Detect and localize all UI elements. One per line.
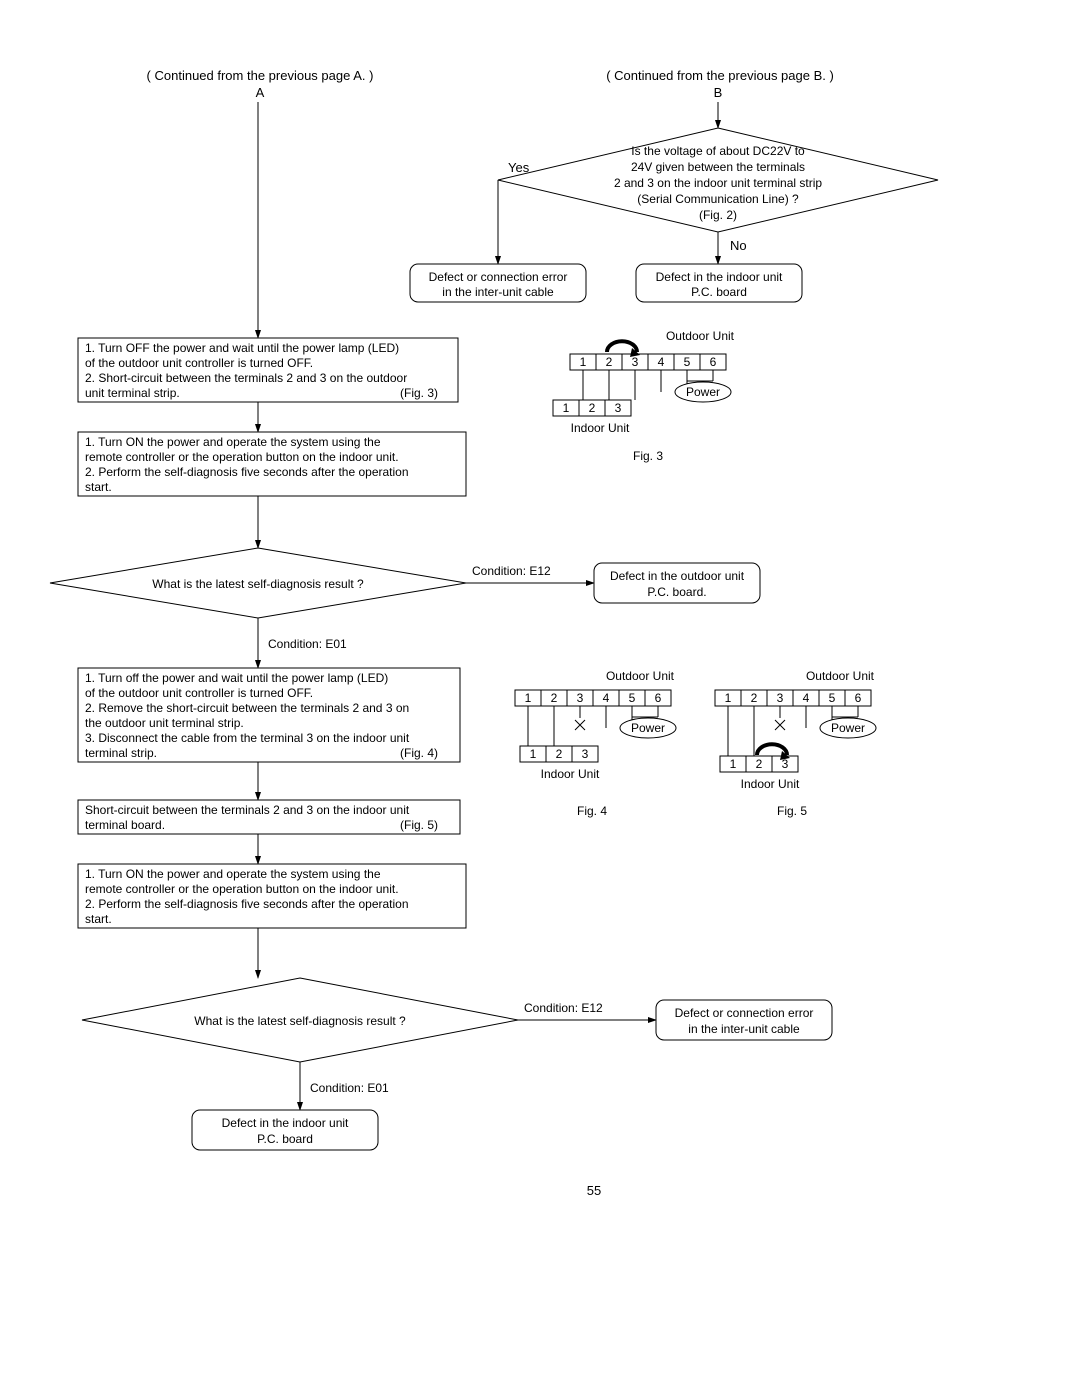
- svg-text:of the outdoor unit controller: of the outdoor unit controller is turned…: [85, 356, 313, 370]
- fig3-diagram: Outdoor Unit 1 2 3 4 5 6 Power 1 2 3 Ind…: [553, 329, 735, 463]
- b-label: B: [714, 85, 723, 100]
- svg-text:4: 4: [603, 691, 610, 705]
- svg-text:(Fig. 5): (Fig. 5): [400, 818, 438, 832]
- svg-text:(Serial Communication Line) ?: (Serial Communication Line) ?: [637, 192, 799, 206]
- no-label-1: No: [730, 238, 747, 253]
- svg-text:2. Short-circuit between the t: 2. Short-circuit between the terminals 2…: [85, 371, 407, 385]
- svg-text:1: 1: [525, 691, 532, 705]
- svg-text:3: 3: [615, 401, 622, 415]
- svg-text:1. Turn OFF the power and wait: 1. Turn OFF the power and wait until the…: [85, 341, 399, 355]
- svg-text:Is the voltage of about DC22V: Is the voltage of about DC22V to: [631, 144, 805, 158]
- a-label: A: [256, 85, 265, 100]
- svg-text:Defect in the indoor unit: Defect in the indoor unit: [656, 270, 783, 284]
- svg-text:(Fig. 3): (Fig. 3): [400, 386, 438, 400]
- page-number: 55: [587, 1183, 601, 1198]
- svg-text:2: 2: [556, 747, 563, 761]
- svg-text:2: 2: [606, 355, 613, 369]
- svg-text:(Fig. 4): (Fig. 4): [400, 746, 438, 760]
- svg-text:(Fig. 2): (Fig. 2): [699, 208, 737, 222]
- svg-text:3: 3: [582, 747, 589, 761]
- svg-text:Fig. 3: Fig. 3: [633, 449, 663, 463]
- svg-text:terminal strip.: terminal strip.: [85, 746, 157, 760]
- svg-text:Power: Power: [686, 385, 720, 399]
- svg-text:4: 4: [658, 355, 665, 369]
- svg-text:terminal board.: terminal board.: [85, 818, 165, 832]
- svg-text:2 and 3 on the indoor unit ter: 2 and 3 on the indoor unit terminal stri…: [614, 176, 822, 190]
- svg-text:start.: start.: [85, 912, 112, 926]
- svg-text:2. Perform the self-diagnosis: 2. Perform the self-diagnosis five secon…: [85, 897, 409, 911]
- svg-text:remote controller or the opera: remote controller or the operation butto…: [85, 450, 399, 464]
- svg-text:2. Perform the self-diagnosis: 2. Perform the self-diagnosis five secon…: [85, 465, 409, 479]
- svg-text:1. Turn ON the power and opera: 1. Turn ON the power and operate the sys…: [85, 867, 381, 881]
- svg-text:2: 2: [751, 691, 758, 705]
- svg-text:Defect in the indoor unit: Defect in the indoor unit: [222, 1116, 349, 1130]
- flowchart-diagram: ( Continued from the previous page A. ) …: [0, 0, 1080, 1397]
- svg-text:4: 4: [803, 691, 810, 705]
- svg-text:the outdoor unit terminal stri: the outdoor unit terminal strip.: [85, 716, 244, 730]
- svg-text:Defect in the outdoor unit: Defect in the outdoor unit: [610, 569, 745, 583]
- svg-text:3: 3: [577, 691, 584, 705]
- svg-text:2: 2: [756, 757, 763, 771]
- svg-text:P.C. board.: P.C. board.: [647, 585, 706, 599]
- cond-e12-1: Condition: E12: [472, 564, 551, 578]
- fig5-diagram: Outdoor Unit 1 2 3 4 5 6 Power 1 2 3 Ind…: [715, 669, 876, 818]
- svg-text:2. Remove the short-circuit be: 2. Remove the short-circuit between the …: [85, 701, 409, 715]
- svg-text:1: 1: [730, 757, 737, 771]
- svg-text:3: 3: [632, 355, 639, 369]
- fig4-diagram: Outdoor Unit 1 2 3 4 5 6 Power 1 2 3 Ind…: [515, 669, 676, 818]
- svg-text:5: 5: [684, 355, 691, 369]
- svg-text:5: 5: [629, 691, 636, 705]
- svg-text:6: 6: [710, 355, 717, 369]
- svg-text:Defect or connection error: Defect or connection error: [675, 1006, 814, 1020]
- svg-text:What is the latest self-diagno: What is the latest self-diagnosis result…: [194, 1014, 406, 1028]
- svg-text:Defect or connection error: Defect or connection error: [429, 270, 568, 284]
- svg-text:2: 2: [551, 691, 558, 705]
- svg-text:3. Disconnect the cable from t: 3. Disconnect the cable from the termina…: [85, 731, 410, 745]
- cont-b-label: ( Continued from the previous page B. ): [606, 68, 834, 83]
- svg-text:Outdoor Unit: Outdoor Unit: [806, 669, 875, 683]
- svg-text:in the inter-unit cable: in the inter-unit cable: [688, 1022, 800, 1036]
- svg-text:6: 6: [655, 691, 662, 705]
- svg-text:P.C. board: P.C. board: [257, 1132, 313, 1146]
- svg-text:1. Turn ON the power and opera: 1. Turn ON the power and operate the sys…: [85, 435, 381, 449]
- svg-text:Outdoor Unit: Outdoor Unit: [606, 669, 675, 683]
- svg-text:2: 2: [589, 401, 596, 415]
- svg-text:What is the latest self-diagno: What is the latest self-diagnosis result…: [152, 577, 364, 591]
- cond-e12-2: Condition: E12: [524, 1001, 603, 1015]
- svg-text:Indoor Unit: Indoor Unit: [541, 767, 600, 781]
- svg-text:Power: Power: [631, 721, 665, 735]
- svg-text:1: 1: [725, 691, 732, 705]
- svg-text:P.C. board: P.C. board: [691, 285, 747, 299]
- svg-text:1. Turn off the power and wait: 1. Turn off the power and wait until the…: [85, 671, 388, 685]
- svg-text:5: 5: [829, 691, 836, 705]
- svg-text:of the outdoor unit controller: of the outdoor unit controller is turned…: [85, 686, 313, 700]
- svg-text:Indoor Unit: Indoor Unit: [741, 777, 800, 791]
- svg-text:Power: Power: [831, 721, 865, 735]
- svg-text:Indoor Unit: Indoor Unit: [571, 421, 630, 435]
- svg-text:unit terminal strip.: unit terminal strip.: [85, 386, 180, 400]
- yes-label-1: Yes: [508, 160, 530, 175]
- svg-text:6: 6: [855, 691, 862, 705]
- svg-text:1: 1: [563, 401, 570, 415]
- svg-text:1: 1: [580, 355, 587, 369]
- svg-text:remote controller or the opera: remote controller or the operation butto…: [85, 882, 399, 896]
- svg-text:Fig. 4: Fig. 4: [577, 804, 607, 818]
- svg-text:in the inter-unit cable: in the inter-unit cable: [442, 285, 554, 299]
- cont-a-label: ( Continued from the previous page A. ): [147, 68, 374, 83]
- svg-text:start.: start.: [85, 480, 112, 494]
- svg-text:Short-circuit between the term: Short-circuit between the terminals 2 an…: [85, 803, 410, 817]
- cond-e01-2: Condition: E01: [310, 1081, 389, 1095]
- svg-text:24V given between the terminal: 24V given between the terminals: [631, 160, 805, 174]
- svg-text:1: 1: [530, 747, 537, 761]
- cond-e01-1: Condition: E01: [268, 637, 347, 651]
- svg-text:Fig. 5: Fig. 5: [777, 804, 807, 818]
- svg-text:3: 3: [777, 691, 784, 705]
- svg-text:Outdoor Unit: Outdoor Unit: [666, 329, 735, 343]
